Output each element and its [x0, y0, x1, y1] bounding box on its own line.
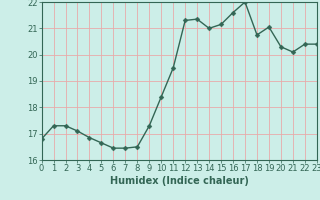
X-axis label: Humidex (Indice chaleur): Humidex (Indice chaleur) [110, 176, 249, 186]
